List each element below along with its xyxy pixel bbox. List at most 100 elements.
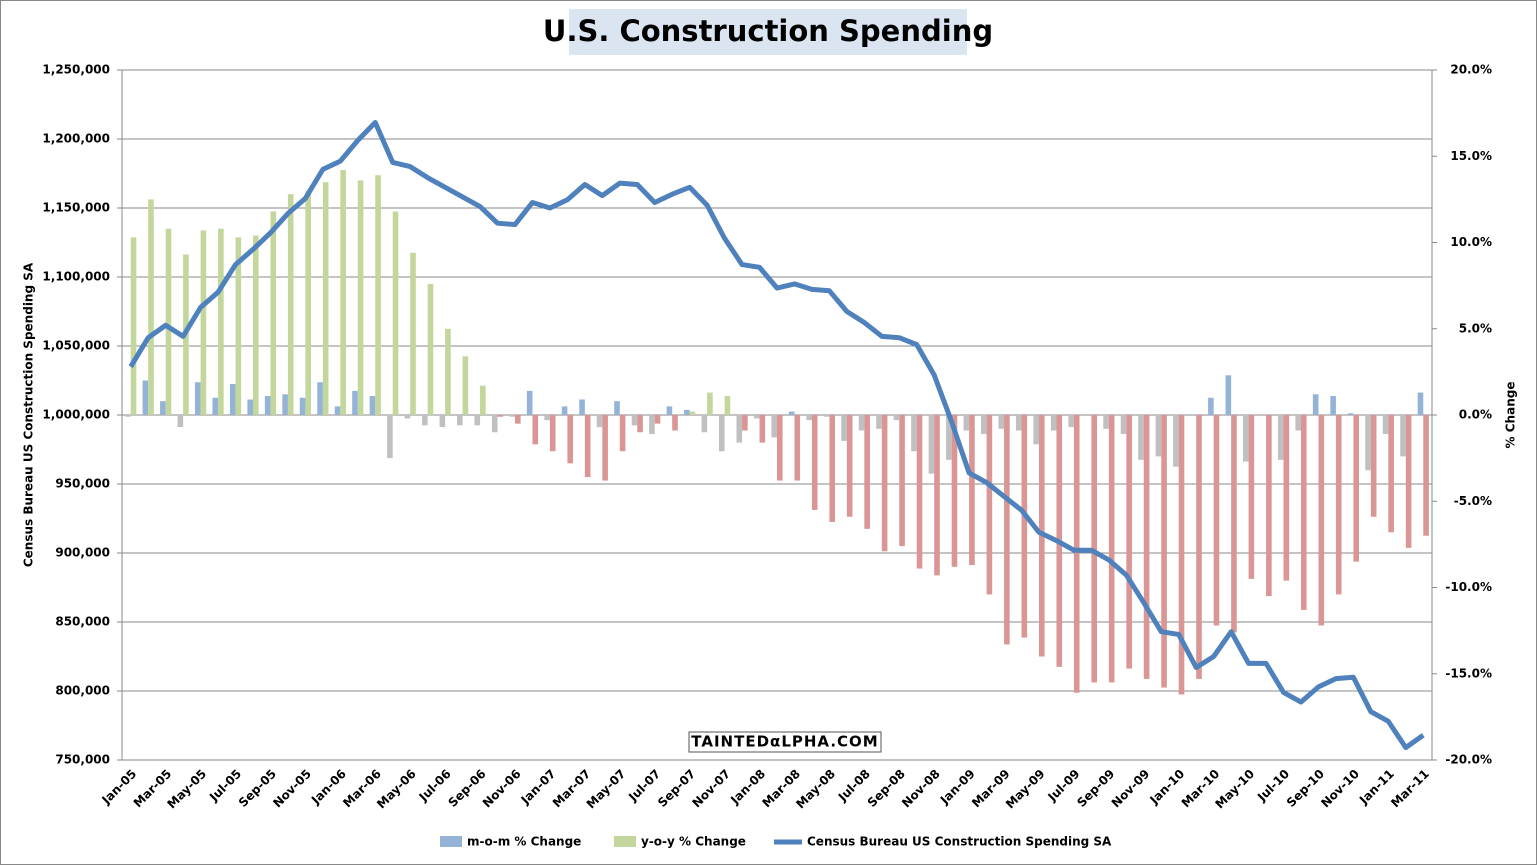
bar xyxy=(532,415,539,445)
bar xyxy=(1231,415,1237,633)
bar xyxy=(841,415,847,441)
bar xyxy=(881,415,888,552)
bar xyxy=(1178,415,1185,695)
bar xyxy=(1015,415,1022,431)
bar xyxy=(1318,415,1325,626)
bar xyxy=(1138,415,1144,460)
bar xyxy=(864,415,870,529)
bar xyxy=(649,415,655,434)
bar xyxy=(672,415,678,431)
y2-tick-label: 15.0% xyxy=(1450,149,1492,163)
bar xyxy=(549,415,556,452)
bar xyxy=(1103,415,1109,429)
y2-tick-label: 0.0% xyxy=(1459,408,1492,422)
bar xyxy=(1126,415,1132,669)
line xyxy=(128,119,1425,751)
bar xyxy=(1050,415,1057,431)
bar xyxy=(1382,415,1389,434)
bar xyxy=(602,415,608,481)
bar xyxy=(1277,415,1284,460)
y-tick-label: 850,000 xyxy=(55,615,110,629)
bar xyxy=(619,415,626,452)
y-tick-label: 1,050,000 xyxy=(42,339,110,353)
bar xyxy=(299,397,306,415)
bar xyxy=(491,415,498,433)
bar xyxy=(235,237,242,415)
y2-tick-label: 5.0% xyxy=(1459,321,1492,335)
bar xyxy=(515,415,521,424)
bar xyxy=(200,230,207,415)
bar xyxy=(322,182,329,415)
y-tick-label: 1,250,000 xyxy=(42,63,110,77)
bar xyxy=(951,415,958,567)
bar xyxy=(916,415,923,569)
bar xyxy=(759,415,766,443)
bar xyxy=(212,397,219,415)
bar xyxy=(165,228,172,415)
y-tick-label: 1,100,000 xyxy=(42,270,110,284)
bar xyxy=(986,415,993,595)
bar xyxy=(526,390,533,415)
bar xyxy=(1173,415,1179,467)
bar xyxy=(1073,415,1080,693)
bar xyxy=(1108,415,1115,683)
y-tick-label: 950,000 xyxy=(55,477,110,491)
bar xyxy=(567,415,573,464)
bar xyxy=(509,415,515,417)
legend-label: m-o-m % Change xyxy=(467,835,581,849)
bar xyxy=(1295,415,1301,431)
bar xyxy=(981,415,987,434)
y2-tick-label: -10.0% xyxy=(1445,580,1492,594)
bar xyxy=(736,415,743,443)
bar xyxy=(701,415,708,433)
bar xyxy=(218,228,224,415)
bar xyxy=(654,415,661,424)
bar xyxy=(684,409,690,415)
legend-swatch xyxy=(614,836,636,847)
y-tick-label: 1,200,000 xyxy=(42,132,110,146)
title-box xyxy=(569,9,967,55)
bar xyxy=(1330,396,1336,415)
bar xyxy=(794,415,801,481)
bar xyxy=(631,415,638,426)
bar xyxy=(1347,413,1354,415)
bar xyxy=(352,390,358,415)
bar xyxy=(742,415,748,431)
bar xyxy=(1266,415,1272,597)
bar xyxy=(1248,415,1255,579)
bar xyxy=(305,190,311,415)
bar xyxy=(247,399,253,415)
bar xyxy=(1033,415,1039,445)
bar xyxy=(1225,375,1232,415)
bar xyxy=(375,175,381,415)
bar xyxy=(1400,415,1406,457)
bar xyxy=(614,401,620,415)
bar xyxy=(148,199,154,415)
bar xyxy=(969,415,975,566)
y2-tick-label: 10.0% xyxy=(1450,235,1492,249)
bar xyxy=(287,194,294,415)
bar xyxy=(584,415,591,478)
y2-tick-label: -5.0% xyxy=(1454,494,1492,508)
bar xyxy=(811,415,818,510)
y2-tick-label: -20.0% xyxy=(1445,753,1492,767)
bar xyxy=(1021,415,1028,638)
bar xyxy=(829,415,835,522)
bar xyxy=(928,415,935,474)
bar xyxy=(707,392,713,415)
bar xyxy=(177,415,184,428)
bar xyxy=(963,415,970,431)
bar xyxy=(125,415,131,417)
bar xyxy=(1213,415,1220,626)
bar xyxy=(1370,415,1377,517)
bar xyxy=(142,380,149,415)
bar xyxy=(823,415,830,417)
watermark-box xyxy=(688,731,882,753)
bar xyxy=(788,411,795,415)
bar xyxy=(270,211,277,415)
bar xyxy=(1423,415,1429,536)
bar xyxy=(858,415,865,431)
bar xyxy=(264,396,271,415)
bar xyxy=(666,406,673,415)
bar xyxy=(753,415,760,419)
